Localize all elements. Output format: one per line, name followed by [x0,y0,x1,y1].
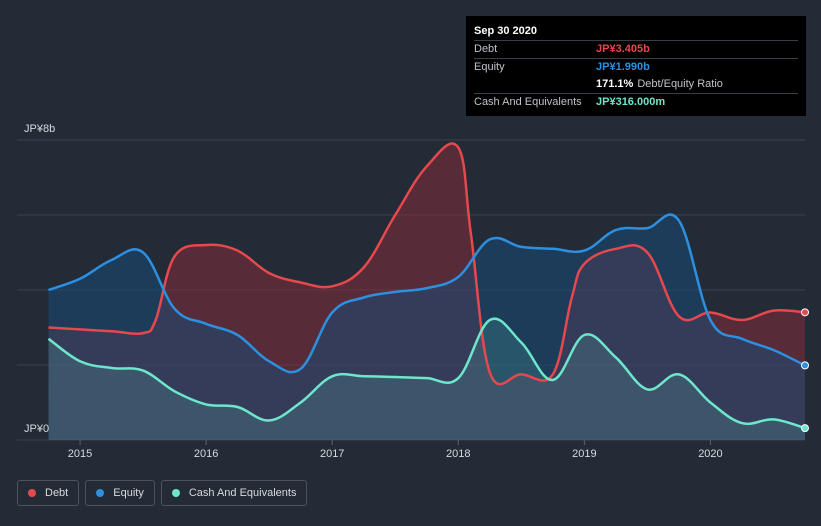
tooltip-debt-value: JP¥3.405b [596,43,650,55]
x-axis-ticks: 2015 2016 2017 2018 2019 2020 [68,440,723,460]
equity-line [48,213,806,374]
tooltip-ratio-label: Debt/Equity Ratio [637,78,723,90]
tooltip-row-ratio: 171.1% Debt/Equity Ratio [474,76,798,93]
legend-debt-label: Debt [45,487,69,499]
cash-dot-icon [171,489,180,497]
cash-and-equivalents-end-point [801,424,809,433]
tooltip-cash-value: JP¥316.000m [596,96,666,108]
x-tick-label: 2016 [194,448,218,460]
tooltip-row-equity: Equity JP¥1.990b [474,58,798,76]
debt-end-point [801,308,809,317]
debt-line [48,142,806,386]
tooltip-row-debt: Debt JP¥3.405b [474,40,798,58]
equity-area [48,214,805,440]
legend-item-debt[interactable]: Debt [17,480,80,506]
data-tooltip: Sep 30 2020 Debt JP¥3.405b Equity JP¥1.9… [466,16,806,116]
series-lines [47,142,806,430]
tooltip-debt-label: Debt [474,43,498,55]
equity-dot-icon [96,489,105,497]
tooltip-equity-label: Equity [474,61,505,73]
tooltip-row-cash: Cash And Equivalents JP¥316.000m [474,93,798,111]
x-tick-label: 2019 [572,448,596,460]
x-tick-label: 2020 [698,448,722,460]
y-tick-label-bottom: JP¥0 [24,423,49,435]
legend-equity-label: Equity [113,487,144,499]
tooltip-ratio-value: 171.1% [596,78,634,90]
x-tick-label: 2017 [320,448,344,460]
tooltip-date: Sep 30 2020 [474,25,537,37]
y-tick-label-top: JP¥8b [24,123,55,135]
x-tick-label: 2015 [68,448,92,460]
cash-and-equivalents-line [47,317,806,430]
tooltip-equity-value: JP¥1.990b [596,61,650,73]
chart-legend: Debt Equity Cash And Equivalents [17,480,313,506]
tooltip-cash-label: Cash And Equivalents [474,96,582,108]
series-areas [48,143,805,440]
x-tick-label: 2018 [446,448,470,460]
legend-item-cash[interactable]: Cash And Equivalents [160,480,308,506]
debt-dot-icon [28,489,36,497]
legend-item-equity[interactable]: Equity [85,480,155,506]
equity-end-point [801,361,809,370]
legend-cash-label: Cash And Equivalents [188,487,297,499]
series-endpoints [801,308,809,433]
